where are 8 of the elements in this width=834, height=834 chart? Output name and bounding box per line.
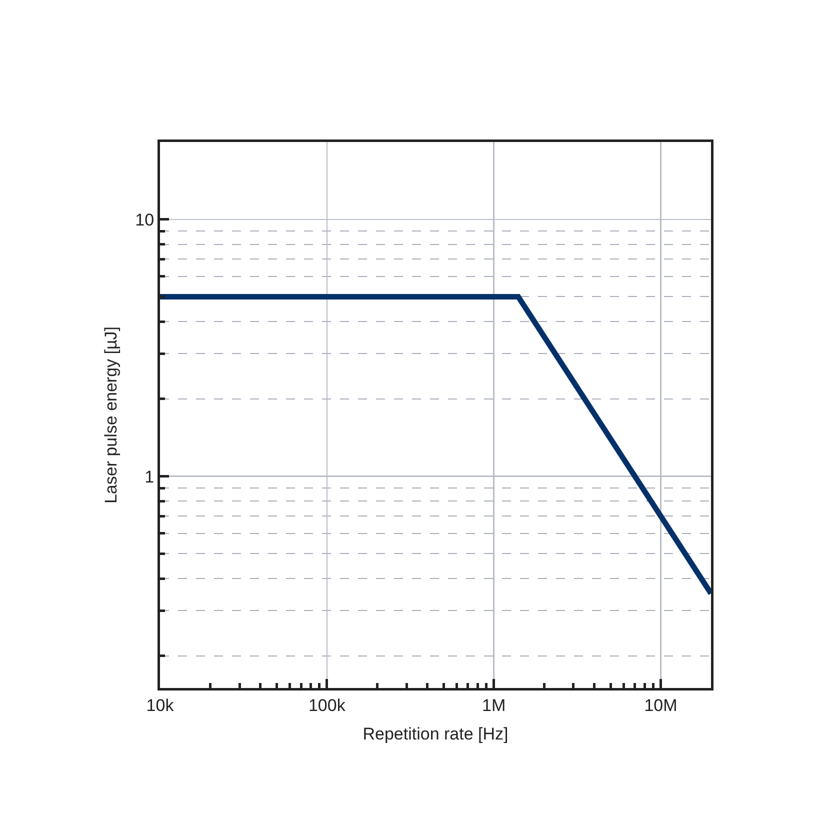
x-axis-title: Repetition rate [Hz] <box>362 724 508 744</box>
x-tick-label: 1M <box>482 696 506 715</box>
y-tick-label: 1 <box>144 467 154 486</box>
x-tick-label: 10k <box>146 696 174 715</box>
y-axis-title: Laser pulse energy [µJ] <box>101 326 120 504</box>
x-tick-label: 10M <box>644 696 678 715</box>
y-tick-label: 10 <box>135 210 154 230</box>
x-tick-label: 100k <box>308 696 346 715</box>
